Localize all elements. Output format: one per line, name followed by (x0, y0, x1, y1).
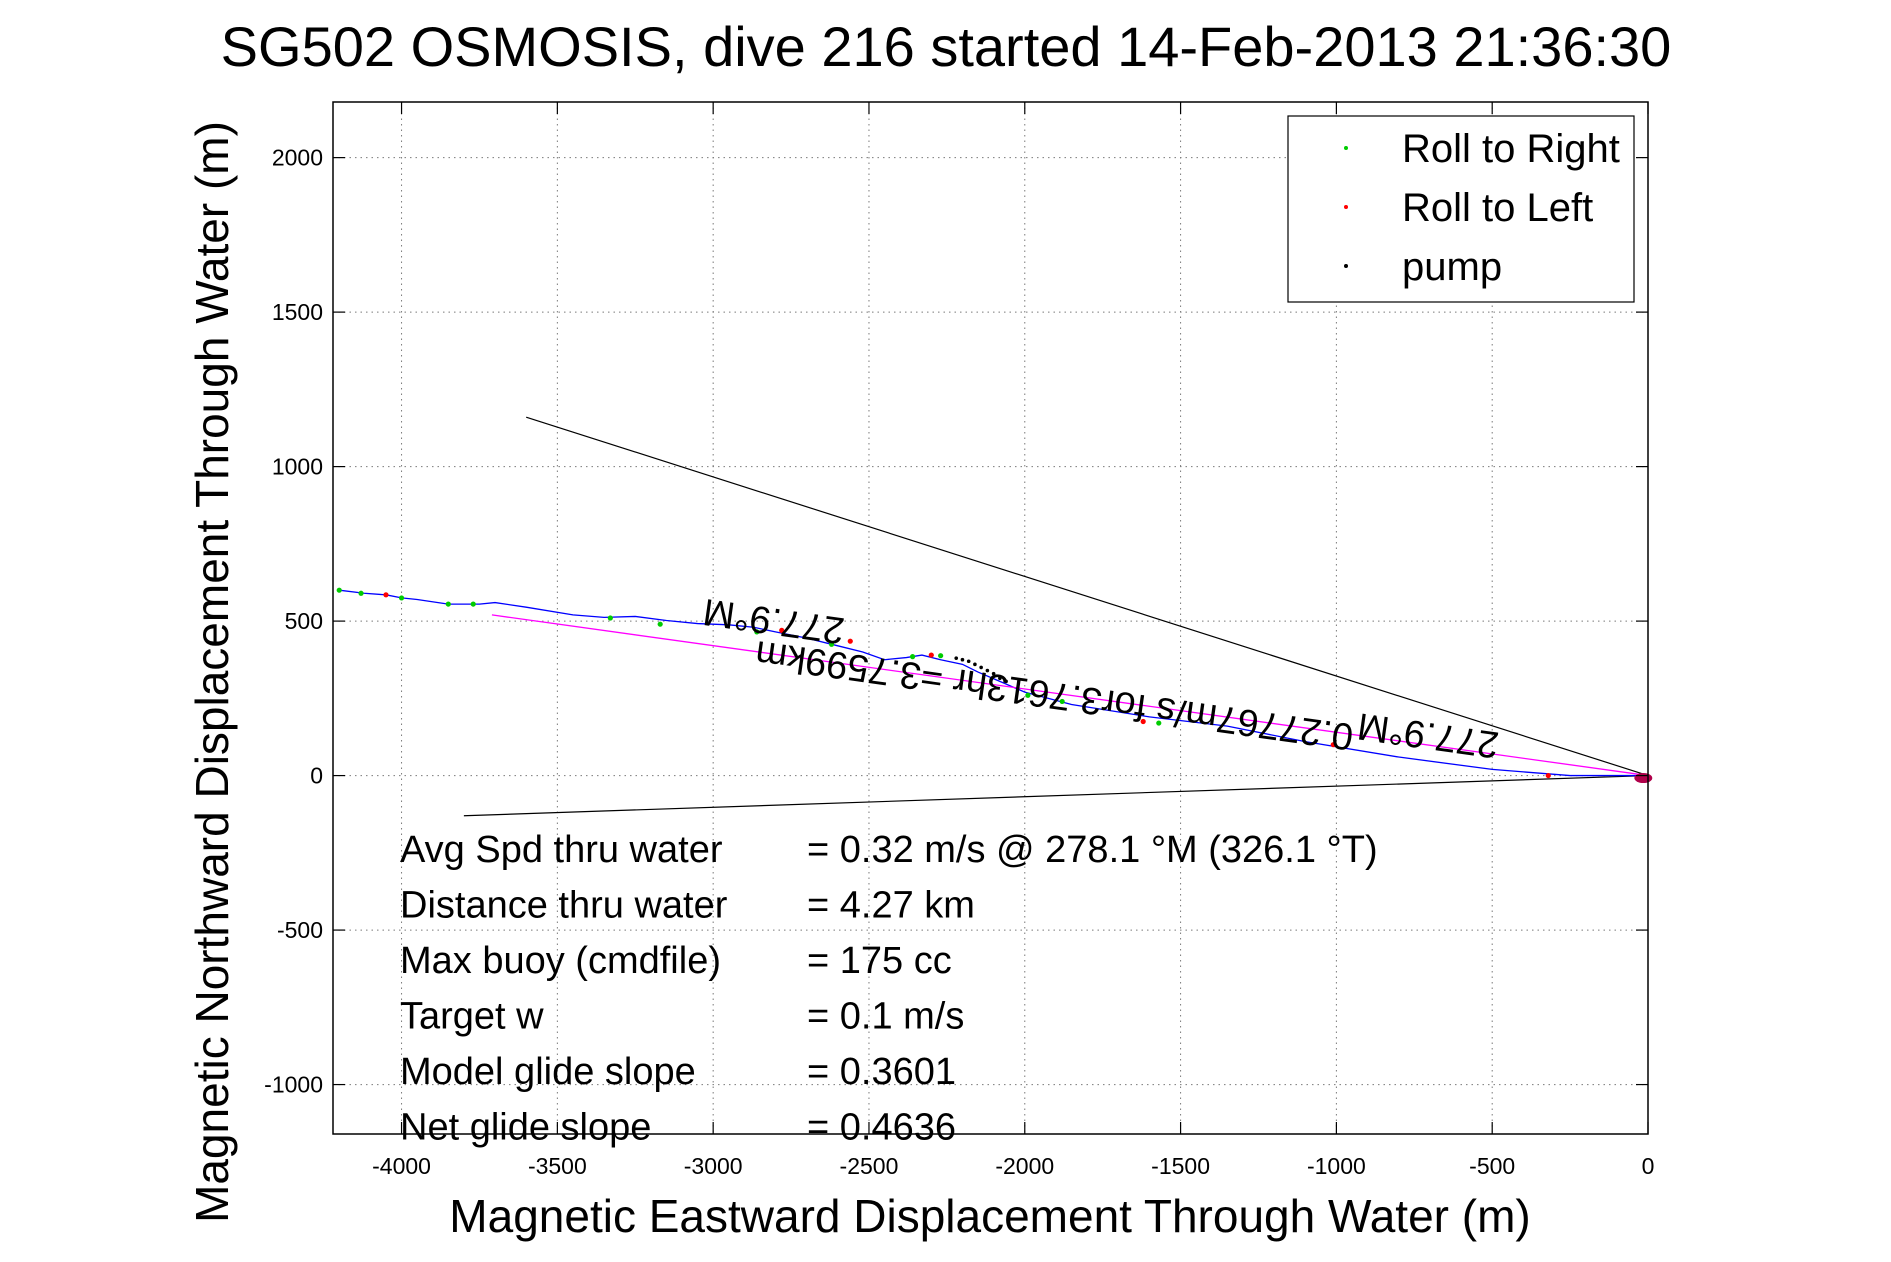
stat-value: = 0.1 m/s (807, 996, 964, 1038)
roll-right-marker (1059, 698, 1065, 705)
plot-frame (332, 101, 1649, 1135)
y-tick-label: 0 (310, 763, 323, 789)
stat-label: Distance thru water (400, 885, 728, 927)
roll-right-marker (938, 653, 944, 659)
stat-value: = 0.32 m/s @ 278.1 °M (326.1 °T) (807, 829, 1378, 871)
x-axis-label: Magnetic Eastward Displacement Through W… (449, 1190, 1530, 1242)
roll-left-marker (1140, 718, 1146, 725)
heading-guide-line (526, 416, 1649, 777)
x-tick-label: -1000 (1307, 1153, 1366, 1179)
roll-left-marker (928, 652, 934, 658)
legend-swatch (1344, 264, 1348, 268)
legend-label: Roll to Right (1402, 127, 1620, 171)
pump-marker (960, 657, 965, 662)
stat-label: Avg Spd thru water (400, 829, 723, 871)
pump-marker (991, 671, 996, 676)
y-tick-label: 500 (285, 608, 323, 634)
stat-value: = 0.3601 (807, 1051, 956, 1093)
y-axis-label: Magnetic Northward Displacement Through … (186, 121, 238, 1223)
legend-label: Roll to Left (1402, 186, 1593, 230)
stat-value: = 0.4636 (807, 1107, 956, 1149)
roll-right-marker (1156, 720, 1162, 726)
roll-right-marker (445, 601, 451, 607)
x-tick-label: -3500 (528, 1153, 587, 1179)
roll-left-marker (1545, 772, 1551, 779)
roll-left-marker (847, 638, 853, 644)
legend: Roll to Right Roll to Left pump (1287, 115, 1635, 303)
y-tick-label: 2000 (272, 145, 323, 171)
axis-ticks: -4000 -3500 -3000 -2500 -2000 -1500 -1000 -500 0… (264, 102, 1654, 1179)
x-tick-label: 0 (1642, 1153, 1655, 1179)
pump-marker (1004, 679, 1008, 684)
data-lines (339, 416, 1649, 817)
roll-right-marker (336, 587, 342, 593)
stat-value: = 175 cc (807, 940, 952, 982)
roll-right-marker (828, 641, 835, 647)
roll-right-marker (909, 654, 916, 660)
y-tick-label: -1000 (264, 1072, 323, 1098)
pump-marker (973, 662, 977, 667)
roll-right-marker (470, 601, 476, 607)
roll-right-marker (657, 621, 663, 627)
x-tick-label: -2000 (995, 1153, 1054, 1179)
roll-left-marker (779, 627, 785, 633)
x-tick-label: -2500 (840, 1153, 899, 1179)
roll-right-marker (358, 590, 364, 596)
data-markers (336, 587, 1653, 784)
stat-label: Model glide slope (400, 1051, 696, 1093)
x-tick-label: -1500 (1151, 1153, 1210, 1179)
y-tick-label: 1500 (272, 299, 323, 325)
roll-left-marker (383, 592, 389, 598)
chart-title: SG502 OSMOSIS, dive 216 started 14-Feb-2… (221, 15, 1672, 78)
heading-guide-line (463, 774, 1649, 817)
stat-label: Net glide slope (400, 1107, 651, 1149)
stat-value: = 4.27 km (807, 885, 975, 927)
net-displacement-line (491, 614, 1649, 777)
stat-label: Max buoy (cmdfile) (400, 940, 721, 982)
x-tick-label: -4000 (372, 1153, 431, 1179)
roll-right-marker (1025, 692, 1031, 698)
pump-marker (979, 665, 983, 670)
pump-marker (985, 668, 990, 673)
legend-label: pump (1402, 245, 1502, 289)
origin-marker-cluster (1634, 773, 1653, 784)
legend-swatch (1344, 146, 1348, 150)
x-tick-label: -500 (1469, 1153, 1515, 1179)
roll-right-marker (398, 595, 405, 601)
legend-swatch (1344, 205, 1348, 209)
pump-marker (954, 656, 959, 660)
stat-label: Target w (400, 996, 544, 1038)
pump-marker (966, 659, 971, 664)
stats-block: Avg Spd thru water = 0.32 m/s @ 278.1 °M … (400, 829, 1378, 1149)
y-tick-label: -500 (277, 917, 323, 943)
roll-right-marker (607, 615, 613, 621)
y-tick-label: 1000 (272, 454, 323, 480)
x-tick-label: -3000 (684, 1153, 743, 1179)
roll-right-marker (754, 629, 760, 635)
pump-marker (998, 676, 1002, 681)
roll-left-marker (1330, 742, 1336, 748)
track-series-line (339, 589, 1648, 777)
